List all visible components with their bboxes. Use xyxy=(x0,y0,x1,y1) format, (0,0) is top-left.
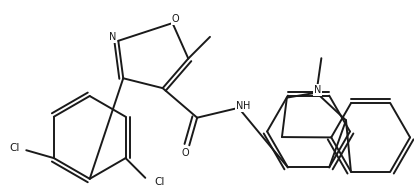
Text: H: H xyxy=(243,101,250,111)
Text: O: O xyxy=(172,14,179,24)
Text: N: N xyxy=(109,32,116,42)
Text: N: N xyxy=(314,85,321,95)
Text: Cl: Cl xyxy=(9,143,20,153)
Text: Cl: Cl xyxy=(154,177,164,187)
Text: O: O xyxy=(181,148,189,158)
Text: N: N xyxy=(236,101,243,111)
